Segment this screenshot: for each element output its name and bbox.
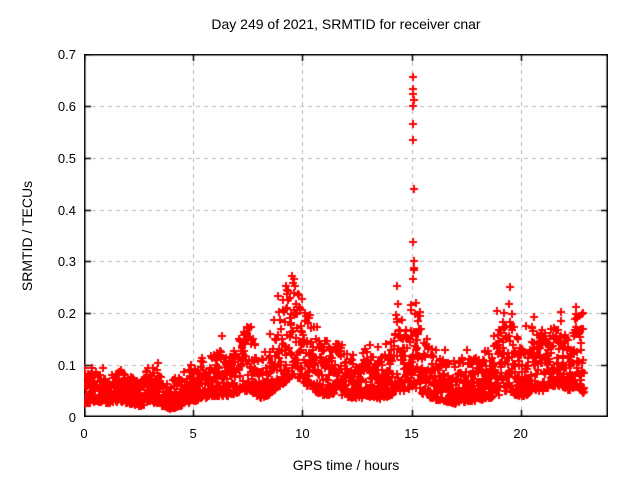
x-axis-label: GPS time / hours — [292, 457, 400, 473]
y-tick-label: 0.2 — [57, 306, 76, 322]
y-tick-label: 0.5 — [57, 150, 76, 166]
chart-title: Day 249 of 2021, SRMTID for receiver cna… — [211, 16, 481, 32]
x-tick-label: 15 — [404, 426, 419, 441]
x-tick-label: 0 — [80, 426, 88, 441]
plot-area — [84, 54, 608, 417]
y-tick-label: 0.7 — [57, 47, 76, 62]
y-tick-label: 0.6 — [57, 98, 76, 114]
x-tick-label: 5 — [189, 426, 197, 441]
y-tick-label: 0.1 — [57, 358, 76, 374]
y-tick-label: 0.4 — [57, 202, 76, 218]
y-tick-label: 0 — [68, 410, 76, 425]
y-tick-label: 0.3 — [57, 254, 76, 270]
scatter-canvas — [84, 54, 608, 417]
x-tick-label: 20 — [513, 426, 528, 441]
x-tick-label: 10 — [295, 426, 310, 441]
y-axis-label: SRMTID / TECUs — [19, 180, 35, 292]
